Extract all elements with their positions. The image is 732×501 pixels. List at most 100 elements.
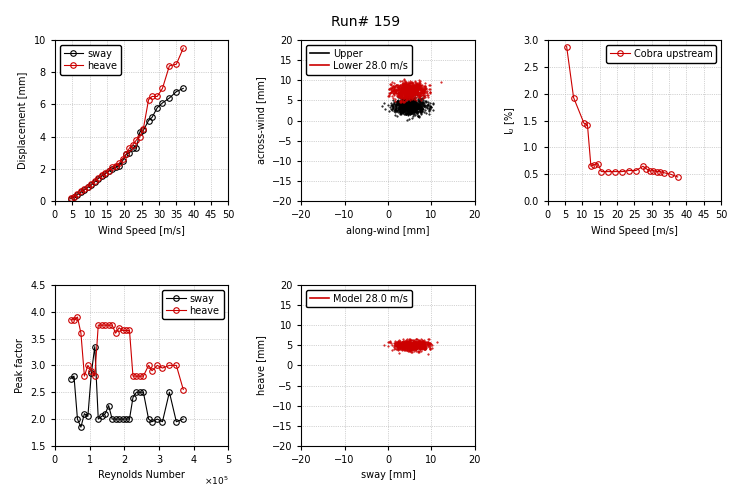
sway (122, 416, 130, 422)
Line: sway: sway (68, 86, 186, 201)
heave (94, 322, 102, 328)
sway (83, 184, 92, 190)
Cobra upstream (583, 122, 592, 128)
heave (125, 328, 134, 334)
sway (135, 129, 144, 135)
heave (70, 317, 78, 323)
Legend: Upper, Lower 28.0 m/s: Upper, Lower 28.0 m/s (306, 45, 412, 75)
heave (83, 184, 92, 190)
heave (165, 63, 173, 69)
heave (101, 322, 110, 328)
heave (73, 314, 82, 320)
Cobra upstream (610, 169, 619, 175)
sway (115, 416, 124, 422)
sway (132, 389, 141, 395)
sway (179, 85, 187, 91)
sway (77, 424, 86, 430)
Cobra upstream (594, 160, 602, 166)
sway (148, 114, 157, 120)
sway (129, 145, 138, 151)
Legend: Model 28.0 m/s: Model 28.0 m/s (306, 290, 412, 308)
sway (115, 163, 124, 169)
Text: $\times 10^5$: $\times 10^5$ (203, 475, 228, 487)
heave (153, 93, 162, 99)
Text: Run# 159: Run# 159 (332, 15, 400, 29)
Cobra upstream (569, 95, 578, 101)
sway (148, 419, 157, 425)
sway (97, 413, 106, 419)
heave (172, 61, 181, 67)
heave (129, 373, 138, 379)
Cobra upstream (618, 169, 627, 175)
X-axis label: along-wind [mm]: along-wind [mm] (346, 225, 430, 235)
sway (179, 416, 187, 422)
heave (148, 93, 157, 99)
heave (87, 368, 96, 374)
sway (104, 168, 113, 174)
sway (87, 370, 96, 376)
heave (87, 181, 96, 187)
sway (172, 419, 181, 425)
Cobra upstream (632, 167, 640, 173)
sway (144, 118, 153, 124)
X-axis label: Wind Speed [m/s]: Wind Speed [m/s] (591, 225, 678, 235)
sway (83, 413, 92, 419)
Cobra upstream (590, 162, 599, 168)
heave (144, 97, 153, 103)
heave (66, 317, 75, 323)
X-axis label: Reynolds Number: Reynolds Number (98, 470, 185, 480)
sway (139, 127, 148, 133)
Line: Cobra upstream: Cobra upstream (564, 44, 681, 180)
sway (94, 416, 102, 422)
Legend: Cobra upstream: Cobra upstream (606, 45, 716, 63)
heave (148, 368, 157, 374)
heave (77, 330, 86, 336)
sway (144, 416, 153, 422)
sway (87, 182, 96, 188)
X-axis label: sway [mm]: sway [mm] (361, 470, 415, 480)
sway (101, 411, 110, 417)
sway (73, 192, 82, 198)
Y-axis label: Displacement [mm]: Displacement [mm] (18, 72, 28, 169)
Cobra upstream (604, 169, 613, 175)
Cobra upstream (580, 120, 589, 126)
sway (66, 196, 75, 202)
Legend: sway, heave: sway, heave (163, 290, 223, 320)
sway (158, 419, 167, 425)
Cobra upstream (624, 167, 633, 173)
Line: heave: heave (68, 46, 186, 201)
sway (80, 411, 89, 417)
Cobra upstream (660, 170, 668, 176)
sway (139, 389, 148, 395)
heave (129, 142, 138, 148)
sway (94, 175, 102, 181)
sway (91, 179, 100, 185)
Y-axis label: heave [mm]: heave [mm] (256, 336, 266, 395)
Cobra upstream (646, 168, 654, 174)
heave (132, 373, 141, 379)
heave (115, 325, 124, 331)
heave (91, 178, 100, 184)
sway (108, 166, 116, 172)
heave (94, 175, 102, 181)
sway (118, 416, 127, 422)
sway (77, 189, 86, 195)
sway (132, 145, 141, 151)
sway (73, 416, 82, 422)
heave (70, 193, 78, 199)
sway (70, 373, 78, 379)
Y-axis label: I$_u$ [%]: I$_u$ [%] (504, 106, 518, 135)
sway (158, 100, 167, 106)
sway (153, 105, 162, 111)
heave (111, 163, 120, 169)
heave (101, 170, 110, 176)
heave (111, 330, 120, 336)
heave (179, 45, 187, 51)
sway (122, 151, 130, 157)
heave (132, 137, 141, 143)
heave (135, 373, 144, 379)
sway (111, 164, 120, 170)
heave (77, 188, 86, 194)
heave (91, 373, 100, 379)
X-axis label: Wind Speed [m/s]: Wind Speed [m/s] (98, 225, 185, 235)
